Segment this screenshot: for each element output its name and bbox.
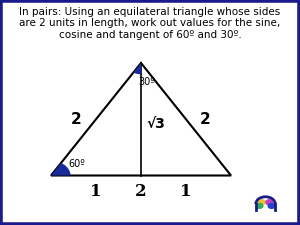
Circle shape bbox=[266, 200, 272, 205]
Polygon shape bbox=[51, 63, 231, 176]
Text: 30º: 30º bbox=[138, 77, 155, 87]
Circle shape bbox=[256, 203, 263, 208]
Text: 60º: 60º bbox=[68, 159, 85, 169]
Text: 2: 2 bbox=[71, 112, 82, 127]
Circle shape bbox=[268, 203, 275, 208]
Text: 2: 2 bbox=[135, 183, 147, 200]
Text: 2: 2 bbox=[200, 112, 211, 127]
Polygon shape bbox=[133, 63, 141, 74]
Polygon shape bbox=[51, 163, 70, 176]
Text: In pairs: Using an equilateral triangle whose sides
are 2 units in length, work : In pairs: Using an equilateral triangle … bbox=[20, 7, 281, 40]
Text: 1: 1 bbox=[180, 183, 192, 200]
Circle shape bbox=[259, 200, 265, 205]
Text: 1: 1 bbox=[90, 183, 102, 200]
Text: √3: √3 bbox=[147, 117, 165, 131]
